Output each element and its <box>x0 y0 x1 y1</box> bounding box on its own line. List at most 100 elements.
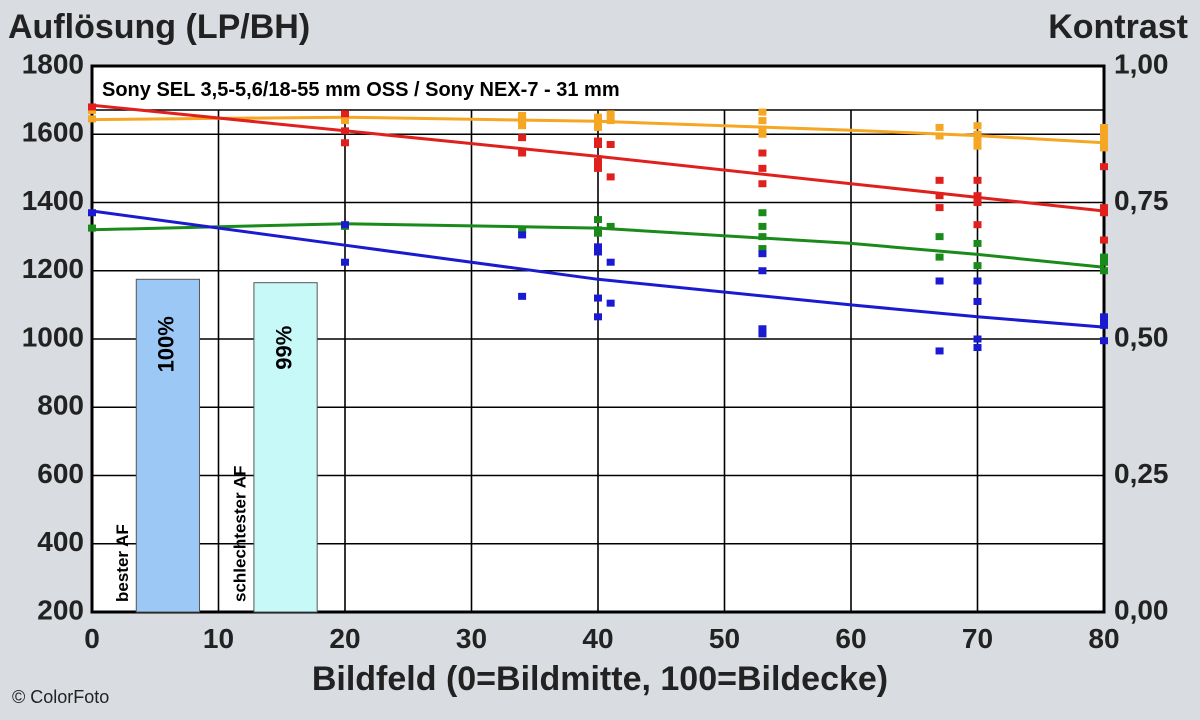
right-axis-title: Kontrast <box>1048 8 1188 46</box>
data-point-red <box>518 134 527 142</box>
data-point-orange <box>341 117 349 125</box>
bar-best-af <box>135 278 201 613</box>
y2-tick-label: 0,25 <box>1114 458 1169 489</box>
bar-worst-af <box>253 282 318 613</box>
y2-tick-label: 1,00 <box>1114 48 1169 79</box>
chart-title: Sony SEL 3,5-5,6/18-55 mm OSS / Sony NEX… <box>102 79 620 101</box>
data-point-green <box>88 224 96 232</box>
data-point-orange <box>758 130 767 138</box>
data-point-red <box>973 221 982 229</box>
trend-line-orange <box>91 115 1105 145</box>
left-axis-title: Auflösung (LP/BH) <box>8 8 311 46</box>
data-point-red <box>935 204 944 212</box>
data-point-green <box>758 245 767 253</box>
bar-caption: schlechtester AF <box>230 466 249 602</box>
data-point-green <box>758 233 767 241</box>
data-point-red <box>606 140 615 148</box>
data-point-green <box>758 222 767 230</box>
data-point-blue <box>973 297 982 305</box>
data-point-green <box>594 229 602 237</box>
data-point-blue <box>973 344 982 352</box>
data-point-red <box>341 139 349 147</box>
y-tick-label: 1600 <box>22 117 84 148</box>
data-point-orange <box>606 117 615 125</box>
data-point-red <box>935 192 944 200</box>
data-point-green <box>606 222 615 230</box>
data-point-blue <box>1100 337 1108 345</box>
x-tick-label: 70 <box>962 623 993 654</box>
x-axis-title: Bildfeld (0=Bildmitte, 100=Bildecke) <box>311 660 889 698</box>
data-point-blue <box>935 277 944 285</box>
data-point-red <box>88 103 96 111</box>
data-point-orange <box>1100 144 1108 152</box>
x-tick-label: 10 <box>203 623 234 654</box>
copyright-notice: © ColorFoto <box>12 687 110 707</box>
data-point-blue <box>758 250 767 258</box>
data-point-blue <box>973 277 982 285</box>
data-point-orange <box>758 108 767 116</box>
data-point-red <box>973 192 982 200</box>
data-point-red <box>1100 204 1108 212</box>
data-point-red <box>594 140 602 148</box>
data-point-green <box>594 216 602 224</box>
data-point-orange <box>594 113 602 121</box>
data-point-orange <box>973 142 982 150</box>
data-point-blue <box>594 248 602 256</box>
y2-tick-label: 0,00 <box>1114 594 1169 625</box>
data-point-red <box>1100 163 1108 171</box>
data-point-blue <box>341 221 349 229</box>
data-point-red <box>758 164 767 172</box>
data-point-red <box>594 158 602 166</box>
bar-value-label: 100% <box>154 316 179 372</box>
data-point-red <box>341 127 349 135</box>
y-tick-label: 800 <box>37 390 84 421</box>
data-point-blue <box>341 258 349 266</box>
trend-line-blue <box>91 209 1105 329</box>
data-point-orange <box>973 130 982 138</box>
x-tick-label: 30 <box>456 623 487 654</box>
data-point-green <box>1100 253 1108 261</box>
data-point-green <box>935 233 944 241</box>
data-point-blue <box>973 335 982 343</box>
data-point-orange <box>594 123 602 131</box>
data-point-orange <box>518 117 527 125</box>
y-tick-label: 200 <box>37 594 84 625</box>
data-point-red <box>935 176 944 184</box>
data-point-red <box>1100 209 1108 217</box>
data-point-red <box>973 176 982 184</box>
data-point-orange <box>1100 130 1108 138</box>
data-point-green <box>973 262 982 270</box>
data-point-orange <box>973 137 982 145</box>
data-point-blue <box>88 209 96 217</box>
data-point-red <box>594 164 602 172</box>
data-point-red <box>758 149 767 157</box>
data-point-red <box>606 173 615 181</box>
data-point-blue <box>518 231 527 239</box>
data-point-blue <box>518 292 527 300</box>
x-tick-label: 40 <box>582 623 613 654</box>
y-tick-label: 1400 <box>22 185 84 216</box>
data-point-blue <box>758 267 767 275</box>
data-point-green <box>973 239 982 247</box>
data-point-orange <box>935 132 944 140</box>
data-point-blue <box>935 347 944 355</box>
data-point-blue <box>594 313 602 321</box>
y-tick-label: 1000 <box>22 321 84 352</box>
x-tick-label: 50 <box>709 623 740 654</box>
title-strip <box>92 66 1104 110</box>
data-point-orange <box>518 122 527 130</box>
x-tick-label: 60 <box>835 623 866 654</box>
data-point-green <box>758 209 767 217</box>
data-point-blue <box>758 330 767 338</box>
data-point-blue <box>606 258 615 266</box>
data-point-orange <box>518 111 527 119</box>
data-point-red <box>758 180 767 188</box>
data-point-blue <box>1100 321 1108 329</box>
x-tick-label: 20 <box>329 623 360 654</box>
data-point-green <box>1100 258 1108 266</box>
data-point-orange <box>606 110 615 118</box>
data-point-red <box>341 110 349 118</box>
x-tick-label: 0 <box>84 623 100 654</box>
data-point-orange <box>1100 123 1108 131</box>
